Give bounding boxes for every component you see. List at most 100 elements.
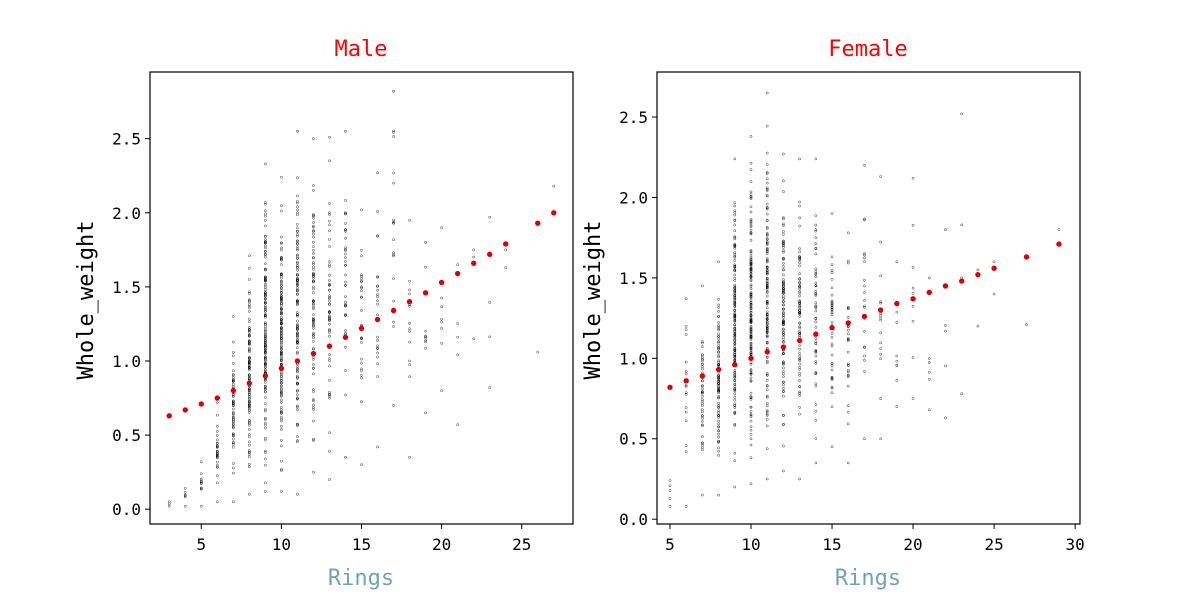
female-raw-point	[863, 260, 866, 263]
female-raw-point	[846, 328, 850, 332]
male-raw-point	[376, 347, 379, 351]
male-trend-point	[486, 251, 493, 257]
female-raw-point	[944, 324, 947, 327]
male-raw-point	[264, 246, 267, 250]
female-raw-point	[749, 283, 753, 287]
female-raw-point	[765, 248, 769, 252]
female-raw-point	[749, 456, 753, 460]
female-raw-point	[749, 294, 753, 298]
male-raw-point	[408, 327, 411, 331]
female-raw-point	[733, 229, 737, 233]
female-raw-point	[911, 223, 915, 227]
male-raw-point	[424, 335, 427, 339]
female-raw-point	[798, 305, 801, 309]
male-raw-point	[248, 374, 251, 378]
male-raw-point	[296, 226, 299, 230]
male-raw-point	[312, 252, 315, 255]
male-raw-point	[328, 265, 331, 268]
female-raw-point	[749, 419, 753, 423]
female-trend-point	[748, 355, 754, 362]
female-trend-point	[975, 271, 981, 278]
male-raw-point	[264, 451, 267, 454]
female-raw-point	[879, 397, 882, 400]
male-raw-point	[344, 300, 347, 304]
male-raw-point	[248, 306, 251, 310]
female-raw-point	[717, 411, 720, 414]
male-raw-point	[280, 296, 283, 300]
female-raw-point	[782, 362, 785, 365]
male-raw-point	[231, 376, 235, 380]
female-raw-points	[668, 91, 1061, 508]
male-raw-point	[248, 402, 251, 406]
male-raw-point	[328, 359, 331, 363]
male-raw-point	[264, 238, 267, 241]
female-raw-point	[798, 347, 801, 351]
female-raw-point	[684, 392, 688, 396]
male-raw-point	[248, 373, 251, 377]
female-raw-point	[798, 362, 801, 366]
female-raw-point	[701, 398, 704, 401]
male-raw-point	[231, 462, 235, 465]
male-raw-point	[280, 469, 283, 472]
female-raw-point	[701, 390, 704, 394]
female-raw-point	[765, 341, 769, 345]
male-raw-point	[264, 322, 267, 326]
female-trend-point	[845, 320, 851, 326]
female-raw-point	[895, 405, 899, 408]
male-raw-point	[392, 320, 395, 324]
female-raw-point	[765, 294, 769, 298]
male-raw-point	[280, 490, 283, 493]
female-raw-point	[733, 406, 737, 409]
female-raw-point	[782, 372, 785, 376]
female-raw-point	[830, 391, 834, 395]
female-raw-point	[782, 233, 785, 236]
male-x-axis-label: Rings	[328, 566, 394, 591]
male-raw-point	[376, 375, 379, 378]
female-raw-point	[717, 359, 720, 362]
female-raw-point	[798, 354, 801, 358]
male-raw-point	[312, 248, 315, 252]
female-raw-point	[830, 293, 834, 297]
male-raw-point	[392, 404, 395, 407]
female-raw-point	[733, 309, 737, 313]
male-raw-point	[344, 273, 347, 277]
female-raw-point	[701, 424, 704, 428]
male-raw-point	[215, 500, 219, 504]
male-raw-point	[264, 345, 267, 349]
female-raw-point	[733, 382, 737, 386]
female-raw-point	[717, 347, 720, 351]
female-raw-point	[863, 291, 866, 294]
female-raw-point	[798, 311, 801, 314]
female-raw-point	[749, 238, 753, 242]
female-raw-point	[782, 314, 785, 318]
male-raw-point	[280, 350, 283, 354]
male-raw-point	[199, 477, 203, 481]
male-raw-point	[360, 337, 363, 341]
male-raw-point	[280, 175, 283, 179]
female-raw-point	[717, 391, 720, 395]
female-raw-point	[717, 387, 720, 390]
male-raw-point	[312, 324, 315, 328]
female-raw-point	[782, 323, 785, 326]
male-raw-point	[424, 241, 427, 244]
male-raw-point	[215, 466, 219, 469]
female-raw-point	[798, 359, 801, 363]
female-raw-point	[846, 461, 850, 465]
male-trend-point	[326, 343, 333, 349]
female-raw-point	[749, 415, 753, 418]
male-raw-point	[264, 301, 267, 305]
female-raw-point	[863, 346, 866, 349]
male-raw-point	[312, 363, 315, 366]
male-raw-point	[215, 481, 219, 485]
male-raw-point	[231, 382, 235, 386]
female-raw-point	[733, 388, 737, 392]
female-raw-point	[749, 291, 753, 294]
male-raw-point	[280, 306, 283, 310]
male-raw-point	[248, 450, 251, 454]
male-raw-point	[328, 274, 331, 277]
male-raw-point	[360, 357, 363, 361]
female-raw-point	[765, 334, 769, 338]
male-raw-point	[264, 463, 267, 467]
female-raw-point	[798, 330, 801, 333]
female-y-tick-label: 1.5	[619, 269, 648, 288]
